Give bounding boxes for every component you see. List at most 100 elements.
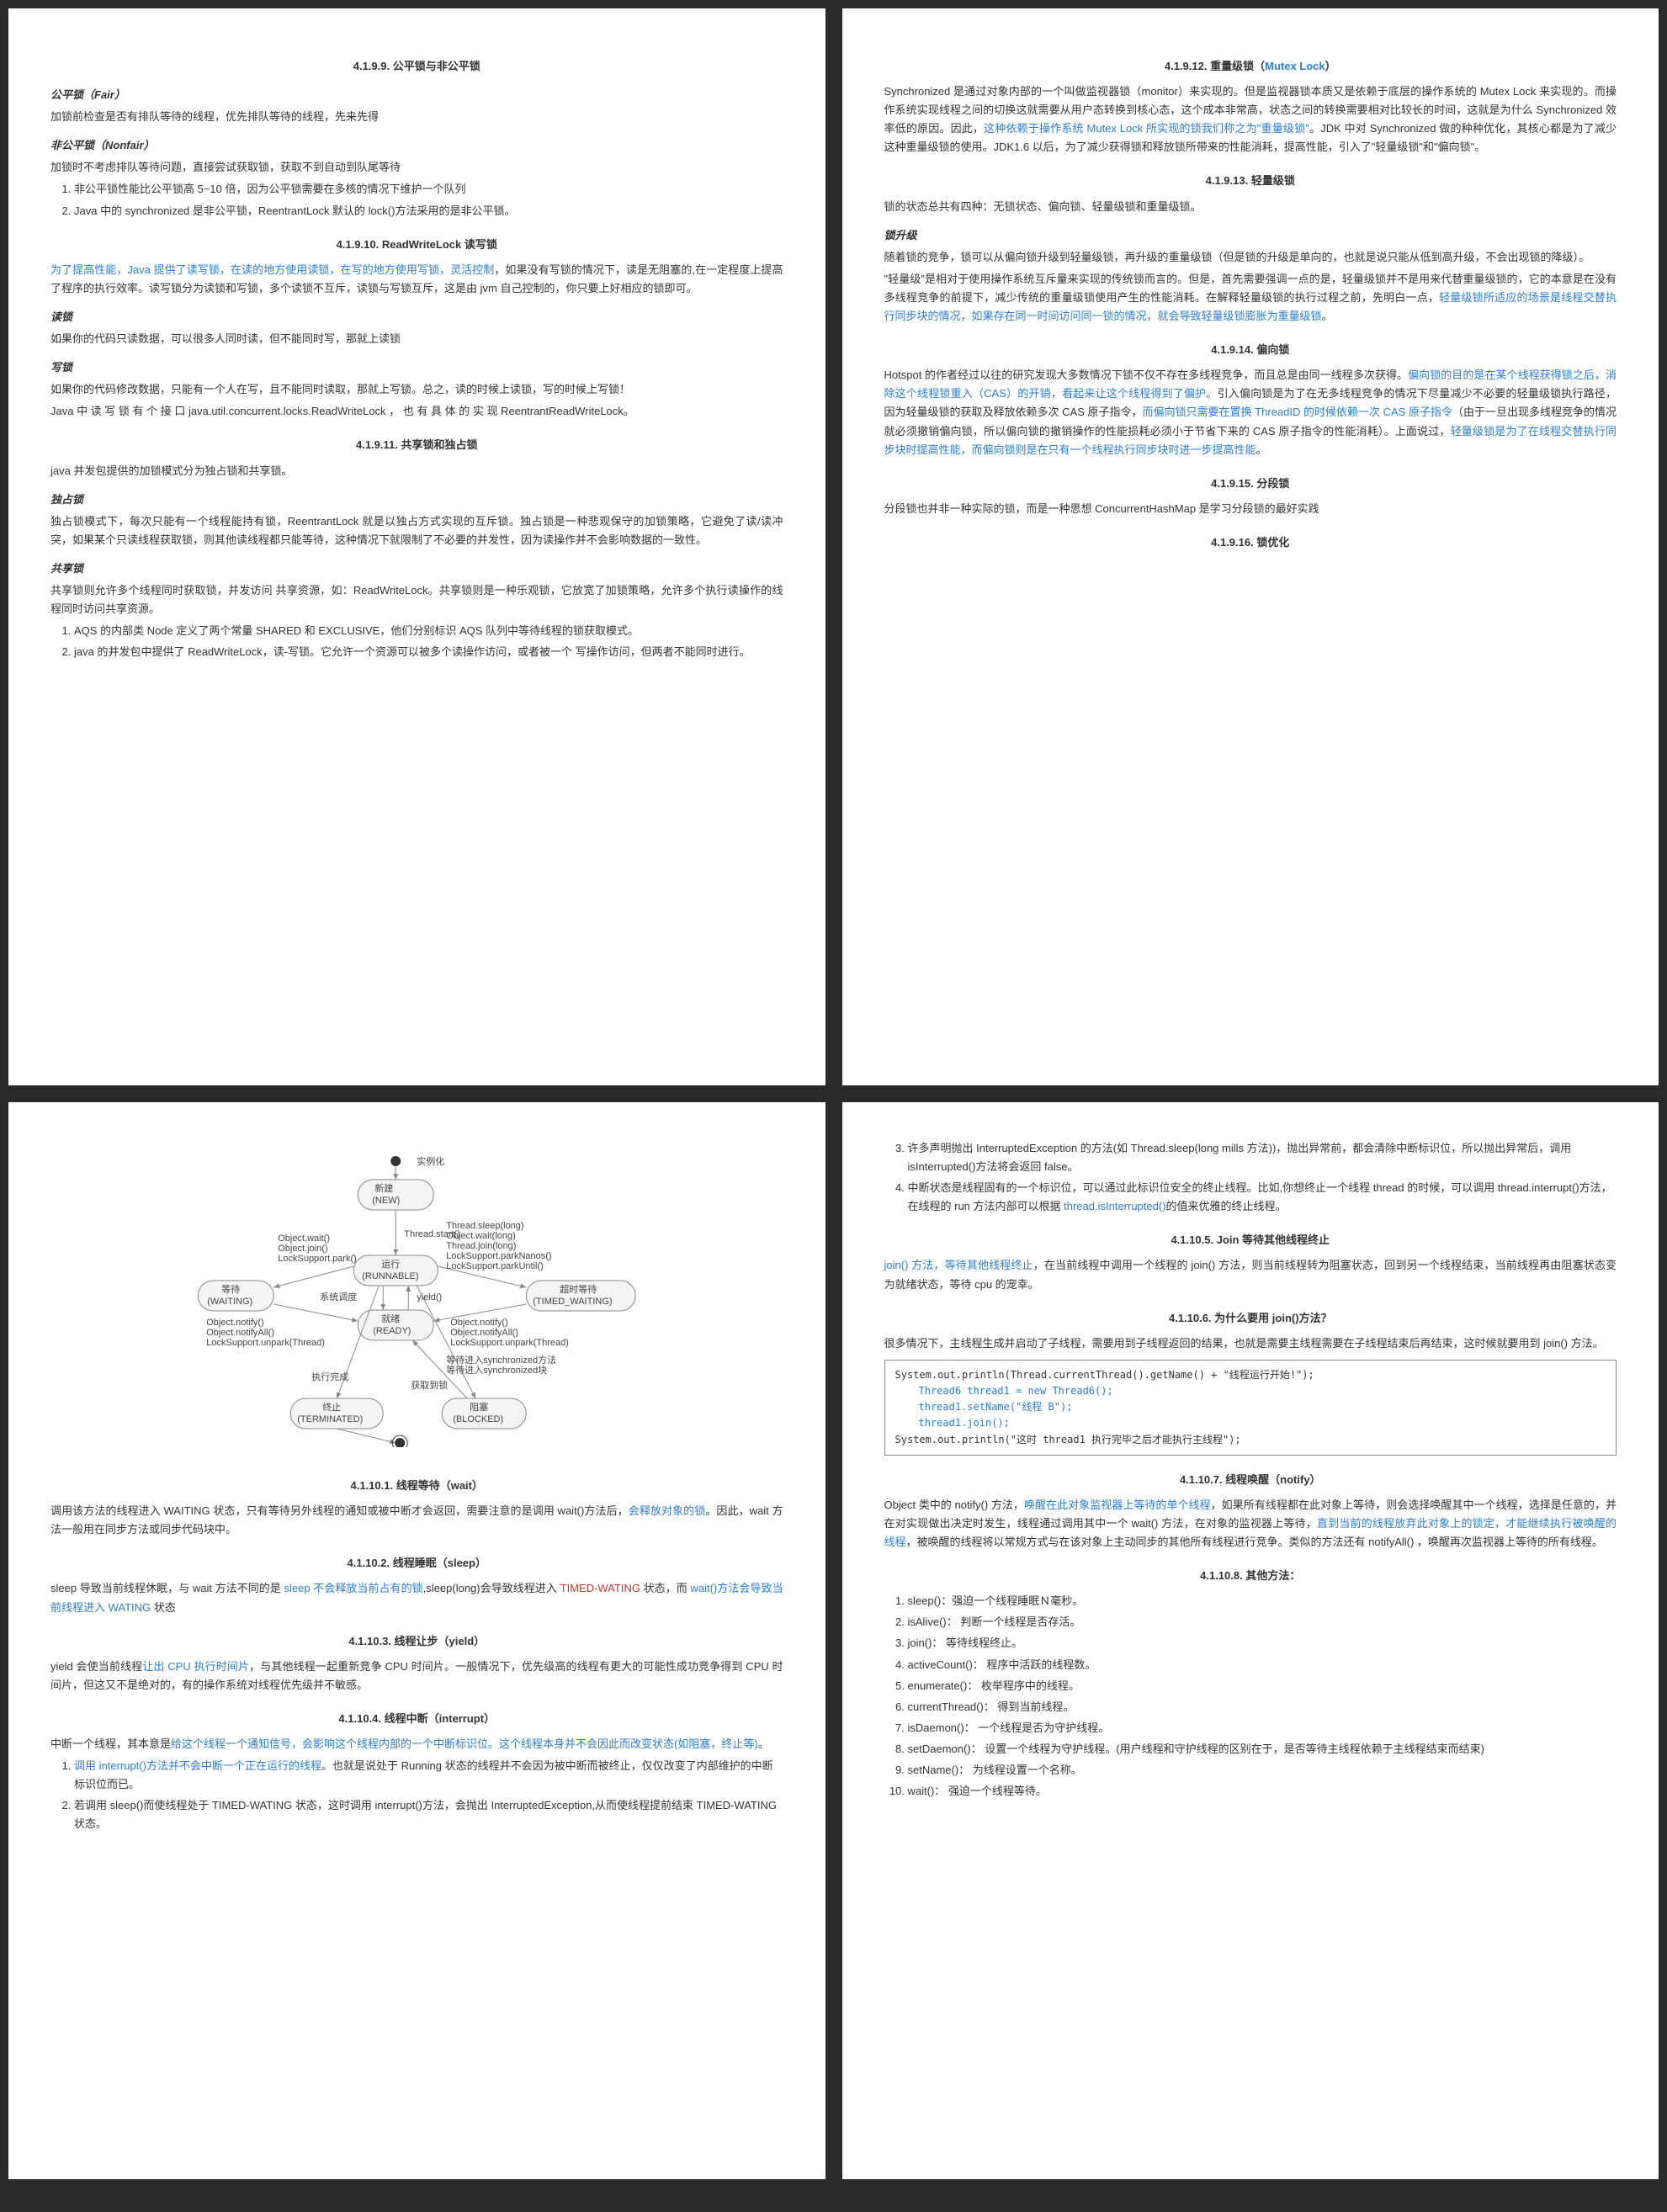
timed-out-l1: Object.notify() — [450, 1318, 507, 1328]
list-item: isDaemon()： 一个线程是否为守护线程。 — [908, 1719, 1617, 1737]
heading-read: 读锁 — [50, 308, 783, 326]
text: "轻量级"是相对于使用操作系统互斥量来实现的传统锁而言的。但是，首先需要强调一点… — [884, 270, 1617, 326]
svg-text:yield(): yield() — [417, 1292, 442, 1302]
text: 加锁前检查是否有排队等待的线程，优先排队等待的线程，先来先得 — [50, 108, 783, 126]
svg-text:实例化: 实例化 — [417, 1155, 444, 1167]
text: 加锁时不考虑排队等待问题，直接尝试获取锁，获取不到自动到队尾等待 — [50, 158, 783, 177]
timed-in-l5: LockSupport.parkUntil() — [446, 1261, 544, 1271]
text: 分段锁也并非一种实际的锁，而是一种思想 ConcurrentHashMap 是学… — [884, 500, 1617, 518]
page-spread-1: 4.1.9.9. 公平锁与非公平锁 公平锁（Fair） 加锁前检查是否有排队等待… — [0, 0, 1667, 1094]
list-item: wait()： 强迫一个线程等待。 — [908, 1782, 1617, 1801]
list-item: currentThread()： 得到当前线程。 — [908, 1698, 1617, 1716]
timed-out-l3: LockSupport.unpark(Thread) — [450, 1338, 569, 1348]
sync-l1: 等待进入synchronized方法 — [446, 1354, 556, 1366]
text: 锁的状态总共有四种：无锁状态、偏向锁、轻量级锁和重量级锁。 — [884, 198, 1617, 216]
svg-text:获取到锁: 获取到锁 — [411, 1379, 448, 1391]
link-interrupt: 给这个线程一个通知信号，会影响这个线程内部的一个中断标识位。这个线程本身并不会因… — [171, 1737, 758, 1750]
list-interrupt: 调用 interrupt()方法并不会中断一个正在运行的线程。也就是说处于 Ru… — [74, 1757, 783, 1833]
sec-4.1.10.2: 4.1.10.2. 线程睡眠（sleep） — [50, 1554, 783, 1573]
text: 调用该方法的线程进入 WAITING 状态，只有等待另外线程的通知或被中断才会返… — [50, 1502, 783, 1539]
text: 如果你的代码只读数据，可以很多人同时读，但不能同时写，那就上读锁 — [50, 330, 783, 348]
svg-text:系统调度: 系统调度 — [320, 1291, 357, 1302]
heading-fair: 公平锁（Fair） — [50, 86, 783, 104]
sec-4.1.10.7: 4.1.10.7. 线程唤醒（notify） — [884, 1471, 1617, 1489]
list-item: enumerate()： 枚举程序中的线程。 — [908, 1677, 1617, 1695]
code-line: System.out.println(Thread.currentThread(… — [895, 1367, 1606, 1383]
text: sleep 导致当前线程休眠，与 wait 方法不同的是 sleep 不会释放当… — [50, 1579, 783, 1616]
wait-in-l2: Object.join() — [278, 1244, 327, 1254]
wait-in-l3: LockSupport.park() — [278, 1254, 357, 1264]
list-item: 调用 interrupt()方法并不会中断一个正在运行的线程。也就是说处于 Ru… — [74, 1757, 783, 1794]
text: Object 类中的 notify() 方法，唤醒在此对象监视器上等待的单个线程… — [884, 1496, 1617, 1552]
text: 很多情况下，主线程生成并启动了子线程，需要用到子线程返回的结果，也就是需要主线程… — [884, 1334, 1617, 1353]
list-item: 中断状态是线程固有的一个标识位，可以通过此标识位安全的终止线程。比如,你想终止一… — [908, 1179, 1617, 1216]
list-methods: sleep()：强迫一个线程睡眠Ｎ毫秒。 isAlive()： 判断一个线程是否… — [908, 1592, 1617, 1801]
sec-4.1.10.3: 4.1.10.3. 线程让步（yield） — [50, 1632, 783, 1651]
text: Java 中 读 写 锁 有 个 接 口 java.util.concurren… — [50, 402, 783, 421]
node-run-l2: (RUNNABLE) — [362, 1271, 418, 1281]
list-item: sleep()：强迫一个线程睡眠Ｎ毫秒。 — [908, 1592, 1617, 1610]
link-heavy: 这种依赖于操作系统 Mutex Lock 所实现的锁我们称之为"重量级锁" — [984, 122, 1309, 135]
sec-4.1.9.14: 4.1.9.14. 偏向锁 — [884, 341, 1617, 359]
link-interrupt-call: 调用 interrupt()方法并不会中断一个正在运行的线程 — [74, 1759, 321, 1772]
page-left-2: 实例化 新建 (NEW) Thread.start() 运行 (RUNNABLE… — [8, 1102, 826, 2179]
code-line: thread1.join(); — [895, 1415, 1606, 1431]
code-line: System.out.println("这时 thread1 执行完毕之后才能执… — [895, 1432, 1606, 1448]
heading-write: 写锁 — [50, 358, 783, 377]
list-interrupt-cont: 许多声明抛出 InterruptedException 的方法(如 Thread… — [908, 1139, 1617, 1216]
list-item: 非公平锁性能比公平锁高 5~10 倍，因为公平锁需要在多核的情况下维护一个队列 — [74, 180, 783, 199]
sec-4.1.9.11: 4.1.9.11. 共享锁和独占锁 — [50, 436, 783, 454]
timed-in-l3: Thread.join(long) — [446, 1241, 516, 1251]
wait-out-l3: LockSupport.unpark(Thread) — [206, 1338, 325, 1348]
sec-4.1.10.5: 4.1.10.5. Join 等待其他线程终止 — [884, 1231, 1617, 1249]
node-wait-l1: 等待 — [221, 1283, 240, 1295]
timed-in-l2: Object.wait(long) — [446, 1231, 516, 1241]
sec-4.1.9.10: 4.1.9.10. ReadWriteLock 读写锁 — [50, 236, 783, 254]
timed-in-l4: LockSupport.parkNanos() — [446, 1251, 551, 1261]
heading-upgrade: 锁升级 — [884, 226, 1617, 245]
sec-4.1.9.13: 4.1.9.13. 轻量级锁 — [884, 172, 1617, 190]
wait-in-l1: Object.wait() — [278, 1233, 330, 1244]
node-new-l1: 新建 — [374, 1182, 393, 1194]
page-spread-2: 实例化 新建 (NEW) Thread.start() 运行 (RUNNABLE… — [0, 1094, 1667, 2188]
node-ready-l1: 就绪 — [381, 1313, 400, 1324]
link-sleep-norelease: sleep 不会释放当前占有的锁 — [284, 1582, 423, 1594]
sec-4.1.9.12: 4.1.9.12. 重量级锁（Mutex Lock） — [884, 57, 1617, 76]
timed-in-l1: Thread.sleep(long) — [446, 1221, 523, 1231]
node-wait-l2: (WAITING) — [207, 1297, 252, 1307]
sec-4.1.10.8: 4.1.10.8. 其他方法： — [884, 1567, 1617, 1585]
heading-exclusive: 独占锁 — [50, 491, 783, 509]
page-left-1: 4.1.9.9. 公平锁与非公平锁 公平锁（Fair） 加锁前检查是否有排队等待… — [8, 8, 826, 1085]
text: 独占锁模式下，每次只能有一个线程能持有锁，ReentrantLock 就是以独占… — [50, 512, 783, 549]
list-item: activeCount()： 程序中活跃的线程数。 — [908, 1656, 1617, 1674]
sec-4.1.10.1: 4.1.10.1. 线程等待（wait） — [50, 1477, 783, 1495]
list-item: join()： 等待线程终止。 — [908, 1634, 1617, 1652]
text: yield 会使当前线程让出 CPU 执行时间片，与其他线程一起重新竞争 CPU… — [50, 1658, 783, 1695]
page-right-2: 许多声明抛出 InterruptedException 的方法(如 Thread… — [842, 1102, 1659, 2179]
list-item: setDaemon()： 设置一个线程为守护线程。(用户线程和守护线程的区别在于… — [908, 1740, 1617, 1758]
list-item: AQS 的内部类 Node 定义了两个常量 SHARED 和 EXCLUSIVE… — [74, 622, 783, 640]
code-line: Thread6 thread1 = new Thread6(); — [895, 1383, 1606, 1399]
link-notify1: 唤醒在此对象监视器上等待的单个线程 — [1024, 1499, 1211, 1511]
thread-state-diagram: 实例化 新建 (NEW) Thread.start() 运行 (RUNNABLE… — [50, 1144, 783, 1447]
text: 为了提高性能，Java 提供了读写锁，在读的地方使用读锁，在写的地方使用写锁，灵… — [50, 261, 783, 298]
node-block-l1: 阻塞 — [470, 1401, 488, 1413]
link-mutex: Mutex Lock — [1265, 60, 1325, 72]
wait-out-l1: Object.notify() — [206, 1318, 263, 1328]
list-nonfair: 非公平锁性能比公平锁高 5~10 倍，因为公平锁需要在多核的情况下维护一个队列 … — [74, 180, 783, 220]
text-red: TIMED-WATING — [560, 1582, 644, 1594]
text: Hotspot 的作者经过以往的研究发现大多数情况下锁不仅不存在多线程竞争，而且… — [884, 366, 1617, 459]
text: 随着锁的竞争，锁可以从偏向锁升级到轻量级锁，再升级的重量级锁（但是锁的升级是单向… — [884, 248, 1617, 267]
code-block-join: System.out.println(Thread.currentThread(… — [884, 1360, 1617, 1456]
link-release-lock: 会释放对象的锁 — [629, 1504, 706, 1517]
text: Synchronized 是通过对象内部的一个叫做监视器锁（monitor）来实… — [884, 82, 1617, 156]
node-term-l1: 终止 — [322, 1401, 341, 1413]
list-shared: AQS 的内部类 Node 定义了两个常量 SHARED 和 EXCLUSIVE… — [74, 622, 783, 661]
text: 如果你的代码修改数据，只能有一个人在写，且不能同时读取，那就上写锁。总之，读的时… — [50, 380, 783, 399]
list-item: 若调用 sleep()而使线程处于 TIMED-WATING 状态，这时调用 i… — [74, 1796, 783, 1833]
wait-out-l2: Object.notifyAll() — [206, 1328, 274, 1338]
node-run-l1: 运行 — [381, 1259, 400, 1270]
timed-out-l2: Object.notifyAll() — [450, 1328, 518, 1338]
list-item: 许多声明抛出 InterruptedException 的方法(如 Thread… — [908, 1139, 1617, 1176]
link-yield: 让出 CPU 执行时间片 — [142, 1660, 249, 1673]
